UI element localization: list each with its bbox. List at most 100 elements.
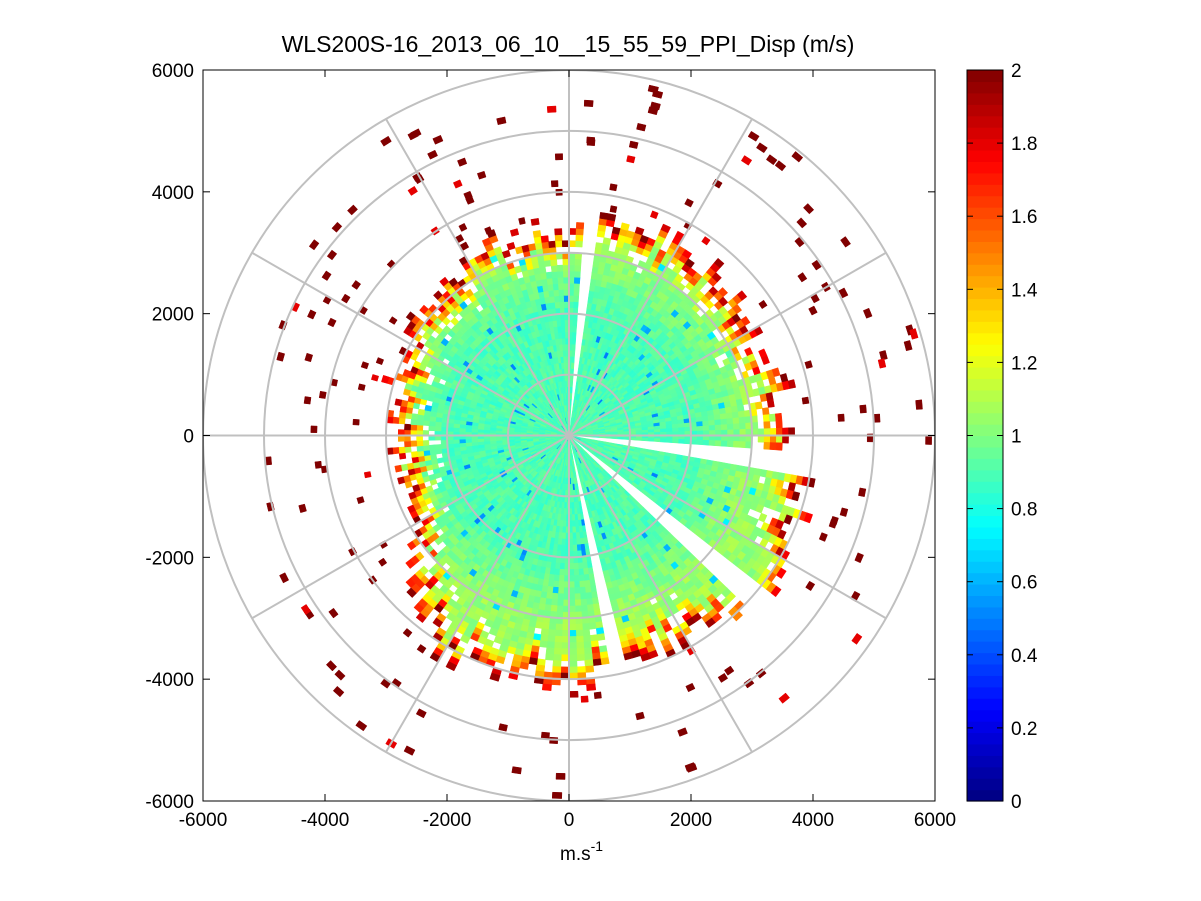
ppi-cell bbox=[596, 633, 606, 641]
ppi-cell bbox=[583, 641, 592, 649]
ppi-cell bbox=[647, 429, 655, 433]
ppi-cell bbox=[606, 213, 617, 222]
ppi-cell bbox=[573, 562, 579, 570]
ppi-cell bbox=[736, 290, 748, 301]
ppi-cell bbox=[540, 628, 549, 636]
ppi-cell bbox=[422, 445, 430, 452]
ppi-cell bbox=[416, 419, 424, 426]
ppi-cell bbox=[582, 629, 591, 637]
ppi-cell bbox=[553, 654, 562, 662]
ppi-cell bbox=[702, 439, 710, 446]
ppi-cell bbox=[591, 646, 600, 654]
ppi-cell bbox=[641, 437, 649, 442]
ppi-cell bbox=[571, 508, 575, 515]
ppi-cell bbox=[576, 647, 585, 655]
ppi-cell bbox=[580, 604, 588, 612]
ppi-cell bbox=[573, 301, 579, 309]
ppi-cell bbox=[398, 452, 407, 460]
ppi-cell bbox=[417, 450, 425, 457]
ppi-cell bbox=[568, 654, 578, 662]
ppi-cell bbox=[731, 411, 740, 419]
ppi-cell bbox=[572, 325, 577, 333]
ppi-cell bbox=[600, 657, 610, 665]
ppi-cell bbox=[435, 448, 443, 455]
ppi-cell bbox=[769, 442, 777, 451]
ppi-cell bbox=[394, 398, 403, 407]
ppi-cell bbox=[436, 457, 444, 464]
ppi-cell bbox=[702, 425, 710, 432]
ppi-cell bbox=[546, 641, 555, 649]
ppi-cell bbox=[578, 574, 585, 582]
ppi-cell bbox=[666, 428, 673, 433]
ppi-cell bbox=[592, 603, 600, 611]
ppi-cell bbox=[783, 514, 793, 525]
ppi-cell bbox=[398, 411, 407, 419]
ppi-cell bbox=[775, 412, 783, 422]
ppi-cell bbox=[453, 442, 461, 448]
ppi-cell bbox=[775, 420, 783, 429]
ppi-cell bbox=[635, 437, 643, 441]
ppi-cell bbox=[572, 532, 577, 540]
ppi-cell bbox=[552, 666, 562, 674]
ppi-cell bbox=[552, 660, 562, 668]
ppi-cell bbox=[720, 418, 728, 426]
ppi-cell bbox=[776, 435, 783, 444]
ppi-cell bbox=[580, 598, 588, 606]
ppi-cell bbox=[574, 593, 581, 601]
ppi-cell bbox=[590, 591, 598, 599]
ppi-cell bbox=[411, 451, 419, 458]
ppi-cell bbox=[550, 598, 558, 606]
ppi-cell bbox=[739, 422, 747, 430]
ppi-cell bbox=[583, 647, 593, 655]
ppi-cell bbox=[434, 421, 442, 427]
ppi-cell bbox=[730, 405, 739, 413]
ppi-cell bbox=[571, 520, 576, 528]
ppi-cell bbox=[411, 456, 420, 464]
ppi-cell bbox=[411, 413, 419, 420]
ppi-cell bbox=[553, 647, 562, 655]
ppi-cell bbox=[556, 599, 564, 607]
ppi-cell bbox=[572, 538, 577, 546]
ppi-cell bbox=[708, 440, 716, 446]
ppi-cell bbox=[585, 598, 594, 606]
ppi-cell bbox=[551, 592, 559, 600]
ppi-cell bbox=[552, 586, 559, 594]
ppi-cell bbox=[708, 419, 716, 426]
ppi-cell bbox=[570, 380, 574, 388]
ppi-cell bbox=[541, 622, 550, 630]
ppi-cell bbox=[782, 427, 789, 436]
ppi-cell bbox=[584, 580, 591, 588]
ppi-cell bbox=[577, 562, 584, 570]
ppi-cell bbox=[571, 350, 576, 357]
ppi-cell bbox=[571, 362, 575, 369]
ppi-cell bbox=[584, 665, 595, 673]
ppi-cell bbox=[489, 437, 497, 442]
ppi-cell bbox=[528, 657, 538, 665]
ppi-cell bbox=[757, 435, 765, 443]
ppi-cell bbox=[434, 444, 442, 450]
ppi-cell bbox=[617, 436, 625, 440]
ppi-cell bbox=[593, 436, 600, 438]
ppi-cell bbox=[465, 438, 472, 443]
ppi-cell bbox=[422, 440, 430, 446]
ppi-cell bbox=[416, 424, 424, 431]
ppi-cell bbox=[769, 428, 777, 436]
ppi-cell bbox=[556, 605, 564, 613]
ppi-cell bbox=[573, 581, 580, 588]
ppi-cell bbox=[539, 634, 549, 642]
ppi-cell bbox=[416, 445, 424, 452]
ppi-cell bbox=[392, 416, 400, 424]
ppi-cell bbox=[696, 439, 704, 446]
ppi-cell bbox=[554, 562, 561, 570]
ppi-cell bbox=[766, 399, 775, 408]
ppi-cell bbox=[568, 648, 577, 656]
ppi-cell bbox=[576, 666, 586, 674]
ppi-cell bbox=[571, 337, 577, 345]
ppi-cell bbox=[788, 427, 795, 436]
ppi-cell bbox=[575, 532, 581, 540]
ppi-cell bbox=[666, 438, 673, 443]
ppi-cell bbox=[428, 425, 436, 432]
ppi-cell bbox=[570, 392, 573, 400]
ppi-cell bbox=[763, 442, 771, 450]
ppi-cell bbox=[578, 580, 586, 588]
